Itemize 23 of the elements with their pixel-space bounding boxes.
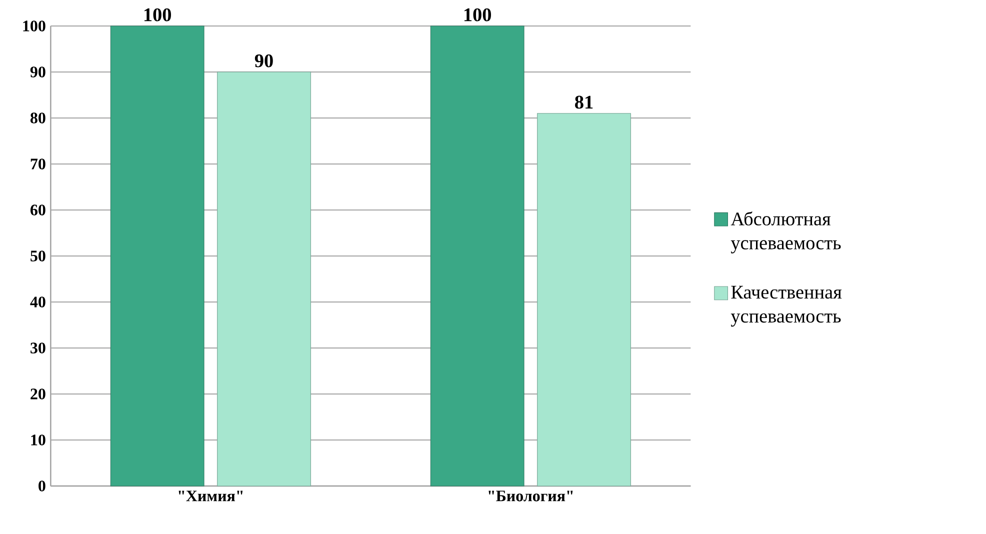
bar	[110, 26, 204, 486]
y-tick-label: 30	[30, 342, 46, 354]
y-tick-label: 10	[31, 434, 46, 446]
y-tick-label: 70	[30, 158, 46, 170]
legend-label: Качественная успеваемость	[730, 286, 842, 327]
y-tick-label: 40	[30, 296, 46, 308]
data-label: 90	[254, 54, 273, 68]
data-label: 100	[144, 8, 172, 22]
y-tick-label: 80	[30, 112, 46, 124]
legend-label: Абсолютная успеваемость	[730, 212, 841, 254]
bar	[217, 72, 311, 486]
y-tick-label: 20	[30, 388, 46, 400]
x-tick-label: "Биология"	[488, 490, 573, 502]
y-tick-label: 90	[30, 66, 46, 78]
data-label: 81	[575, 96, 593, 109]
bar	[430, 26, 524, 486]
y-tick-label: 100	[23, 20, 46, 32]
y-tick-label: 0	[38, 480, 46, 492]
x-tick-label: "Химия"	[178, 490, 243, 502]
bar	[537, 113, 631, 486]
y-tick-label: 50	[30, 250, 46, 262]
data-label: 100	[464, 8, 491, 22]
y-tick-label: 60	[30, 204, 46, 216]
